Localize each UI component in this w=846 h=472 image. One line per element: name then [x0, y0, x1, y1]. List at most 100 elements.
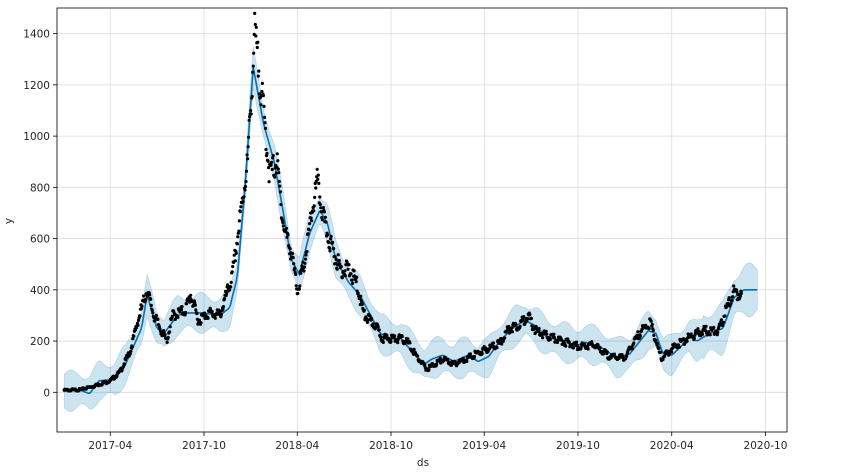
observed-point	[251, 64, 255, 68]
observed-point	[625, 354, 629, 358]
observed-point	[564, 344, 568, 348]
x-tick-label: 2019-10	[556, 440, 600, 452]
observed-point	[249, 112, 253, 116]
observed-point	[277, 171, 281, 175]
observed-point	[136, 323, 140, 327]
observed-point	[510, 330, 514, 334]
observed-point	[277, 179, 281, 184]
x-tick-label: 2020-10	[744, 440, 788, 452]
observed-point	[340, 276, 344, 280]
observed-point	[574, 340, 579, 344]
observed-point	[461, 356, 465, 360]
observed-point	[632, 341, 636, 345]
observed-point	[278, 190, 282, 194]
observed-point	[241, 200, 245, 204]
observed-point	[393, 334, 397, 338]
observed-point	[210, 310, 214, 314]
observed-point	[727, 296, 731, 300]
observed-point	[276, 159, 280, 163]
observed-point	[323, 215, 327, 219]
observed-point	[144, 297, 148, 302]
observed-point	[178, 310, 182, 314]
observed-point	[115, 374, 119, 378]
observed-point	[663, 354, 667, 358]
observed-point	[533, 331, 538, 335]
observed-point	[249, 109, 253, 113]
observed-point	[472, 355, 477, 359]
observed-point	[276, 167, 280, 171]
observed-point	[302, 265, 306, 269]
observed-point	[226, 283, 230, 287]
observed-point	[354, 280, 358, 284]
observed-point	[168, 325, 172, 329]
observed-point	[138, 314, 142, 318]
observed-point	[247, 118, 251, 122]
observed-point	[738, 294, 743, 298]
observed-point	[202, 311, 207, 315]
observed-point	[544, 329, 548, 333]
observed-point	[255, 45, 259, 50]
observed-point	[579, 346, 583, 350]
observed-point	[244, 169, 249, 173]
observed-point	[700, 332, 705, 336]
observed-point	[248, 115, 252, 119]
observed-point	[337, 258, 341, 263]
observed-point	[352, 269, 356, 273]
observed-point	[299, 271, 303, 275]
observed-point	[270, 167, 274, 172]
observed-point	[165, 340, 169, 344]
uncertainty-interval	[63, 46, 758, 412]
observed-point	[359, 294, 363, 298]
observed-point	[246, 157, 250, 161]
observed-point	[377, 328, 381, 332]
observed-point	[256, 74, 260, 78]
observed-point	[303, 257, 308, 261]
observed-point	[316, 173, 320, 177]
observed-point	[132, 334, 136, 338]
observed-point	[266, 159, 270, 163]
observed-point	[555, 340, 560, 344]
observed-point	[303, 261, 307, 265]
observed-point	[327, 246, 332, 250]
observed-point	[385, 333, 389, 338]
observed-point	[281, 221, 285, 225]
observed-point	[307, 228, 311, 232]
observed-point	[371, 322, 375, 326]
y-tick-label: 1200	[23, 80, 50, 92]
observed-point	[366, 318, 370, 322]
observed-point	[735, 290, 739, 294]
observed-point	[313, 195, 317, 199]
observed-point	[262, 115, 267, 119]
x-tick-label: 2018-04	[275, 440, 319, 452]
observed-point	[129, 349, 133, 353]
observed-point	[381, 340, 385, 344]
observed-point	[229, 285, 233, 289]
observed-point	[189, 293, 193, 297]
observed-point	[693, 333, 697, 337]
observed-point	[222, 297, 227, 301]
observed-point	[291, 252, 295, 256]
observed-point	[355, 275, 359, 279]
observed-point	[274, 171, 278, 175]
observed-point	[499, 336, 503, 341]
observed-point	[636, 330, 640, 334]
observed-point	[318, 195, 322, 199]
observed-point	[480, 352, 484, 356]
observed-point	[446, 358, 450, 362]
observed-point	[154, 313, 158, 317]
observed-point	[332, 247, 336, 251]
observed-point	[312, 204, 316, 208]
observed-point	[285, 235, 289, 239]
observed-point	[721, 320, 726, 324]
observed-point	[346, 267, 350, 271]
observed-point	[468, 352, 472, 356]
observed-point	[406, 337, 410, 341]
observed-point	[243, 184, 248, 189]
observed-point	[250, 94, 254, 98]
observed-point	[396, 337, 400, 342]
observed-point	[655, 342, 660, 346]
observed-point	[237, 219, 241, 223]
observed-point	[529, 316, 534, 320]
uncertainty-band	[63, 46, 758, 412]
observed-point	[149, 303, 153, 307]
